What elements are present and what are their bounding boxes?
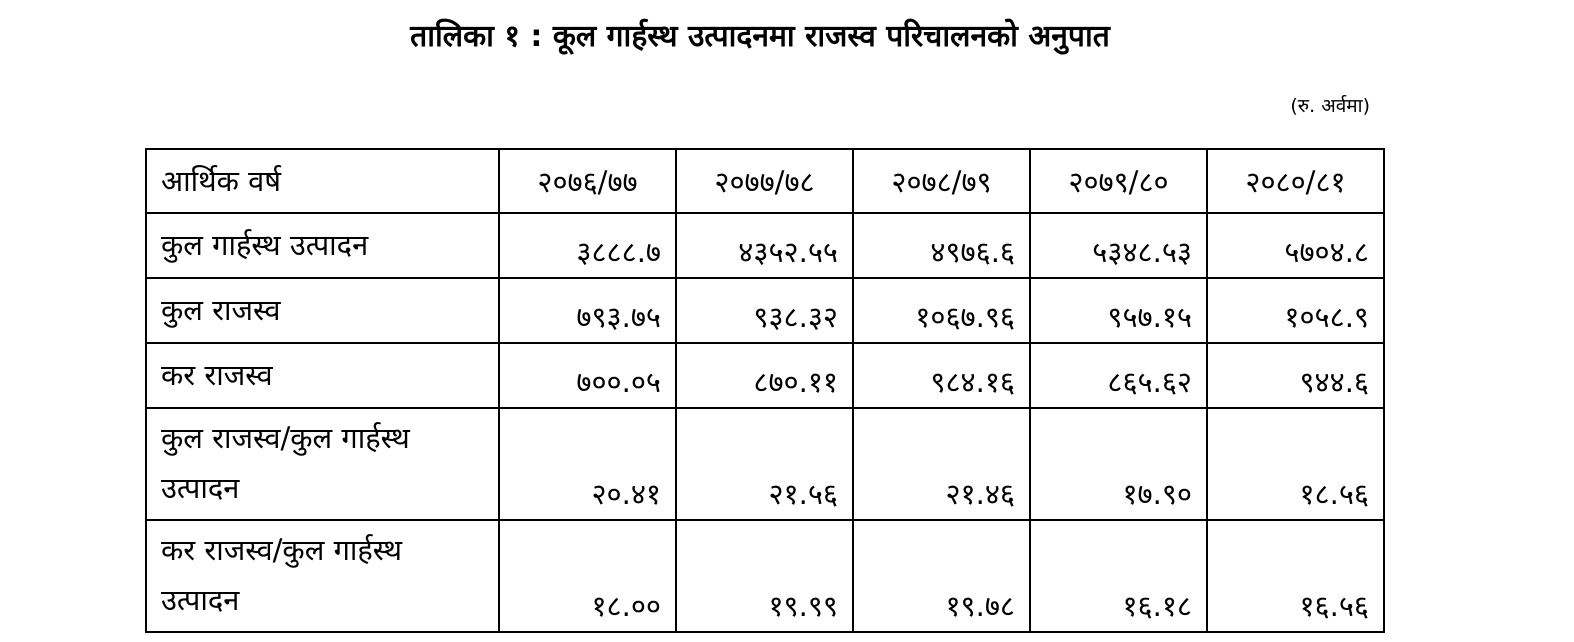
cell-value: ४९७६.६	[852, 212, 1031, 279]
column-header: २०७६/७७	[498, 148, 677, 214]
cell-value: ९३८.३२	[675, 277, 854, 344]
data-table: आर्थिक वर्ष २०७६/७७ २०७७/७८ २०७८/७९ २०७९/८० २…	[145, 148, 1385, 633]
cell-value: १९.७८	[852, 519, 1031, 633]
row-label: कुल राजस्व/कुल गार्हस्थ उत्पादन	[145, 407, 500, 521]
cell-value: ३८८८.७	[498, 212, 677, 279]
cell-value: १०५८.९	[1206, 277, 1385, 344]
table-row: कर राजस्व ७००.०५ ८७०.११ ९८४.१६ ८६५.६२ ९४४.६	[145, 342, 1385, 409]
cell-value: ४३५२.५५	[675, 212, 854, 279]
cell-value: ८६५.६२	[1029, 342, 1208, 409]
cell-value: ७००.०५	[498, 342, 677, 409]
row-label: कर राजस्व	[145, 342, 500, 409]
cell-value: १६.५६	[1206, 519, 1385, 633]
row-label: आर्थिक वर्ष	[145, 148, 500, 214]
column-header: २०८०/८१	[1206, 148, 1385, 214]
cell-value: १६.१८	[1029, 519, 1208, 633]
column-header: २०७८/७९	[852, 148, 1031, 214]
cell-value: २१.४६	[852, 407, 1031, 521]
cell-value: ९८४.१६	[852, 342, 1031, 409]
table-title: तालिका १ : कूल गार्हस्थ उत्पादनमा राजस्व…	[410, 19, 1110, 54]
cell-value: ५७०४.८	[1206, 212, 1385, 279]
cell-value: ९५७.१५	[1029, 277, 1208, 344]
table-row: कुल राजस्व/कुल गार्हस्थ उत्पादन २०.४१ २१.५…	[145, 407, 1385, 521]
cell-value: ९४४.६	[1206, 342, 1385, 409]
row-label: कुल गार्हस्थ उत्पादन	[145, 212, 500, 279]
cell-value: २०.४१	[498, 407, 677, 521]
table-row: कर राजस्व/कुल गार्हस्थ उत्पादन १८.०० १९.९९…	[145, 519, 1385, 633]
cell-value: १९.९९	[675, 519, 854, 633]
column-header: २०७७/७८	[675, 148, 854, 214]
table-row: कुल राजस्व ७९३.७५ ९३८.३२ १०६७.९६ ९५७.१५ १०५८.…	[145, 277, 1385, 344]
cell-value: १७.९०	[1029, 407, 1208, 521]
cell-value: ५३४८.५३	[1029, 212, 1208, 279]
table-row: कुल गार्हस्थ उत्पादन ३८८८.७ ४३५२.५५ ४९७६.६ ५…	[145, 212, 1385, 279]
header-row: आर्थिक वर्ष २०७६/७७ २०७७/७८ २०७८/७९ २०७९/८० २…	[145, 148, 1385, 214]
row-label: कुल राजस्व	[145, 277, 500, 344]
cell-value: २१.५६	[675, 407, 854, 521]
unit-note: (रु. अर्वमा)	[1290, 95, 1370, 117]
cell-value: ७९३.७५	[498, 277, 677, 344]
cell-value: १०६७.९६	[852, 277, 1031, 344]
cell-value: ८७०.११	[675, 342, 854, 409]
cell-value: १८.५६	[1206, 407, 1385, 521]
row-label: कर राजस्व/कुल गार्हस्थ उत्पादन	[145, 519, 500, 633]
cell-value: १८.००	[498, 519, 677, 633]
column-header: २०७९/८०	[1029, 148, 1208, 214]
